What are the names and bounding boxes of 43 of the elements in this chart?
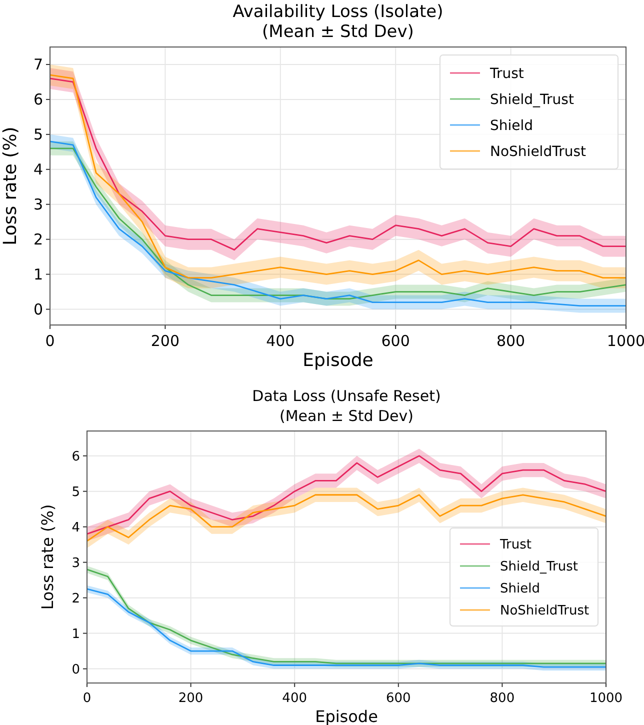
- legend-label: NoShieldTrust: [500, 604, 590, 619]
- legend-label: NoShieldTrust: [490, 144, 586, 160]
- legend-label: Trust: [489, 66, 524, 82]
- legend-label: Shield: [490, 118, 534, 134]
- legend-label: Shield_Trust: [490, 92, 574, 108]
- legend-label: Shield_Trust: [500, 560, 578, 575]
- y-tick-label: 0: [72, 662, 80, 678]
- y-tick-label: 3: [72, 556, 80, 571]
- x-tick-label: 600: [381, 332, 410, 350]
- y-tick-label: 0: [33, 300, 43, 319]
- x-tick-label: 800: [496, 332, 526, 350]
- x-tick-label: 400: [266, 332, 295, 350]
- y-tick-label: 2: [33, 230, 43, 249]
- y-tick-label: 6: [33, 90, 43, 109]
- y-tick-label: 4: [72, 520, 80, 536]
- x-tick-label: 200: [178, 691, 204, 706]
- x-tick-label: 1000: [606, 332, 644, 350]
- legend-label: Shield: [500, 582, 540, 597]
- x-tick-label: 800: [490, 691, 515, 706]
- legend-label: Trust: [499, 538, 532, 553]
- x-tick-label: 600: [386, 691, 411, 706]
- chart-title: Data Loss (Unsafe Reset): [252, 387, 441, 405]
- y-tick-label: 4: [33, 160, 43, 179]
- y-tick-label: 7: [33, 56, 43, 74]
- x-tick-label: 1000: [589, 691, 623, 706]
- x-tick-label: 200: [150, 332, 180, 350]
- x-tick-label: 0: [45, 332, 55, 350]
- y-axis-title: Loss rate (%): [0, 126, 21, 246]
- y-tick-label: 3: [33, 196, 43, 214]
- x-tick-label: 400: [282, 691, 308, 706]
- y-tick-label: 5: [33, 126, 43, 144]
- chart-title: Availability Loss (Isolate): [232, 2, 444, 22]
- y-tick-label: 6: [72, 449, 80, 464]
- y-tick-label: 2: [72, 591, 80, 606]
- chart-subtitle: (Mean ± Std Dev): [279, 407, 414, 425]
- y-tick-label: 1: [33, 266, 43, 284]
- chart-subtitle: (Mean ± Std Dev): [262, 22, 414, 42]
- x-tick-label: 0: [82, 691, 92, 706]
- x-axis-title: Episode: [315, 707, 378, 725]
- y-axis-title: Loss rate (%): [38, 504, 57, 610]
- y-tick-label: 5: [72, 484, 80, 500]
- x-axis-title: Episode: [302, 350, 374, 371]
- y-tick-label: 1: [72, 626, 80, 642]
